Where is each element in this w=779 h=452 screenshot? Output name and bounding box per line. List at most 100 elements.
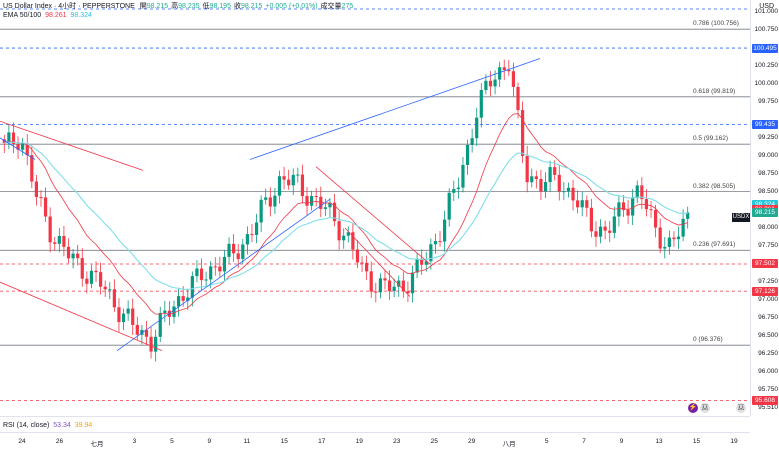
rsi-ma-value: 39.94 [74,422,93,429]
ohlc-value: 98.195 [209,3,231,10]
time-tick: 15 [280,438,288,445]
candle-body [443,219,447,242]
price-tick: 99.750 [758,97,778,105]
candle-body [53,242,57,244]
candle-body [498,67,502,80]
candle-body [617,202,621,217]
candle-body [227,243,231,257]
price-axis[interactable]: USD 101.000 100.750 100.495 100.250 100.000 9… [750,0,779,416]
candle-body [94,270,98,273]
ohlc-value: 98.215 [240,3,263,10]
chart-area[interactable]: US Dollar Index · 4小时 · PEPPERSTONE 開98.… [0,0,750,416]
flag-us-icon-2[interactable]: 🇺 [736,403,746,413]
rsi-legend: RSI (14, close) 53.34 39.94 [3,421,92,430]
rsi-pane[interactable]: RSI (14, close) 53.34 39.94 [0,416,750,433]
candle-body [507,69,511,72]
candle-body [2,139,6,143]
time-tick: 9 [619,438,624,445]
candle-body [7,132,11,143]
price-tick: 101.000 [754,7,779,15]
price-tick: 98.750 [758,169,778,177]
candle-body [672,237,676,240]
candle-body [543,182,548,192]
time-tick: 7 [582,438,586,445]
time-tick: 19 [355,438,363,445]
candle-body [598,226,603,237]
candle-body [268,197,272,207]
ema50-line [4,113,688,315]
candle-body [589,207,593,232]
price-tick: 96.750 [758,314,778,322]
candle-body [209,266,213,280]
candle-body [608,230,612,233]
candle-body [553,167,557,175]
candle-body [16,144,20,150]
candle-body [465,145,470,165]
ohlc-values: 開98.215 高98.235 低98.195 收98.215 +0.005 (+0.0… [137,3,354,10]
candle-body [539,178,543,192]
time-tick: 24 [18,438,26,445]
candle-body [342,235,346,241]
time-tick: 13 [655,438,663,445]
price-badge: 97.126 [752,286,778,296]
ohlc-item: 開98.215 [139,3,169,10]
time-tick: 29 [468,438,476,445]
candle-body [218,266,222,272]
candle-body [351,232,355,250]
candle-body [525,155,529,183]
fib-label: 0.382 (98.505) [693,182,736,190]
trendline [116,198,331,352]
trendline [315,166,431,265]
candle-body [204,279,208,281]
time-axis[interactable]: 24 26 七月 3 5 9 11 15 17 19 23 25 29 八月 5 7 9 13 15 19 [0,432,750,452]
candle-body [176,296,181,307]
time-tick: 5 [170,438,174,445]
candle-body [452,189,456,193]
candle-body [415,259,419,273]
candle-body [172,306,176,317]
candle-body [296,174,300,176]
candle-body [520,110,525,156]
fib-label: 0.786 (100.756) [693,20,739,28]
lightning-icon[interactable]: ⚡ [688,403,698,413]
time-tick: 11 [243,438,251,445]
candle-body [163,310,167,313]
price-tick: 100.250 [754,61,779,69]
candle-body [621,202,626,211]
candle-body [649,209,653,211]
trendline [249,58,541,160]
price-tick: 95.510 [758,403,778,411]
price-badge: 100.495 [752,43,778,53]
price-chart[interactable] [0,0,750,416]
candle-body [406,291,410,294]
candle-body [424,261,428,265]
candle-body [76,253,80,259]
candle-body [117,307,121,323]
flag-us-icon[interactable]: 🇺 [700,403,710,413]
candle-body [346,232,350,236]
candle-body [250,234,254,236]
candle-body [631,198,635,216]
candle-body [488,80,493,87]
candle-body [282,176,286,180]
fib-label: 0.618 (99.819) [693,87,736,95]
candle-body [190,276,194,298]
symbol-title: US Dollar Index · 4小时 · PEPPERSTONE [3,3,135,10]
candle-body [511,71,516,87]
candle-body [365,262,369,272]
candle-body [112,289,116,308]
candle-body [62,235,66,247]
candle-body [287,179,291,186]
ohlc-value: 98.235 [178,3,200,10]
candle-body [319,196,323,209]
candle-body [585,200,589,208]
candle-body [57,235,61,244]
candle-body [484,80,488,91]
candle-body [277,176,282,196]
candle-body [612,216,616,233]
candle-body [566,187,571,192]
candle-body [410,272,415,294]
price-tick: 95.750 [758,386,778,394]
price-tick: 98.000 [758,224,778,232]
candle-body [502,67,506,70]
